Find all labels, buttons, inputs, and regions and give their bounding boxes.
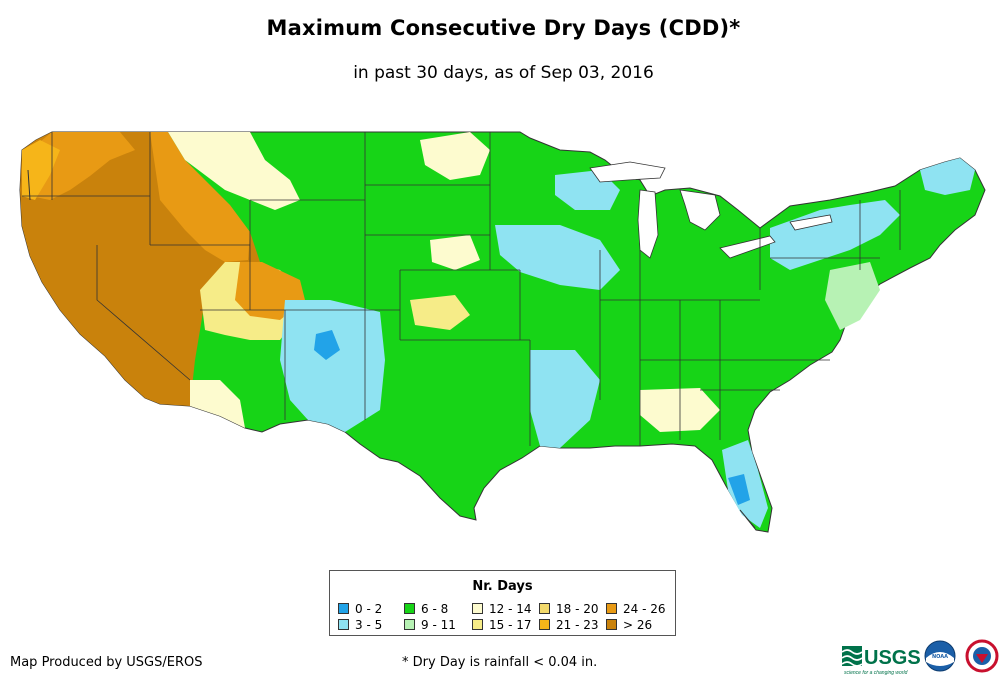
map-subtitle: in past 30 days, as of Sep 03, 2016 xyxy=(353,63,654,83)
legend-title: Nr. Days xyxy=(472,579,533,594)
legend-swatch xyxy=(539,619,550,630)
legend-swatch xyxy=(606,619,617,630)
nm-very-wet xyxy=(314,330,340,360)
coast-yellow-patch xyxy=(22,140,60,200)
legend: Nr. Days 0 - 2 3 - 5 6 - 8 9 - 11 12 - 1… xyxy=(329,570,676,636)
nebraska-light xyxy=(430,235,480,270)
legend-item-24-26: 24 - 26 xyxy=(606,603,666,615)
midwest-wet xyxy=(495,225,620,290)
legend-item-gt-26: > 26 xyxy=(606,619,652,631)
nws-logo xyxy=(965,639,999,673)
state-boundaries xyxy=(22,132,901,446)
legend-swatch xyxy=(404,619,415,630)
new-england-wet xyxy=(920,158,975,195)
legend-item-18-20: 18 - 20 xyxy=(539,603,599,615)
legend-label: 0 - 2 xyxy=(355,602,383,616)
kansas-light xyxy=(410,295,470,330)
svg-text:NOAA: NOAA xyxy=(932,654,948,660)
lower-mississippi-wet xyxy=(530,350,600,448)
legend-label: 24 - 26 xyxy=(623,602,666,616)
dakotas-light xyxy=(420,132,490,180)
cdd-map xyxy=(19,131,986,533)
wyoming-light xyxy=(168,132,300,210)
northeast-wet xyxy=(770,200,900,270)
legend-item-21-23: 21 - 23 xyxy=(539,619,599,631)
legend-label: 6 - 8 xyxy=(421,602,449,616)
legend-swatch xyxy=(472,619,483,630)
az-south-yellow xyxy=(190,380,245,428)
noaa-logo: NOAA xyxy=(924,640,956,672)
florida-very-wet xyxy=(728,474,750,505)
legend-item-6-8: 6 - 8 xyxy=(404,603,448,615)
svg-text:USGS: USGS xyxy=(864,647,921,669)
usgs-logo: USGS science for a changing world xyxy=(842,646,921,676)
legend-item-12-14: 12 - 14 xyxy=(472,603,532,615)
lake-michigan xyxy=(637,189,659,259)
lake-huron xyxy=(679,189,721,231)
dry-day-footnote: * Dry Day is rainfall < 0.04 in. xyxy=(402,655,598,670)
southwest-wet xyxy=(280,300,385,432)
legend-label: 18 - 20 xyxy=(556,602,599,616)
map-title: Maximum Consecutive Dry Days (CDD)* xyxy=(266,16,741,40)
map-credit: Map Produced by USGS/EROS xyxy=(10,655,203,670)
svg-text:science for a changing world: science for a changing world xyxy=(844,670,908,676)
outline-detail xyxy=(27,169,756,529)
agency-logos: USGS science for a changing world NOAA xyxy=(842,639,999,676)
legend-label: 15 - 17 xyxy=(489,618,532,632)
legend-swatch xyxy=(472,603,483,614)
legend-label: 9 - 11 xyxy=(421,618,456,632)
legend-swatch xyxy=(404,603,415,614)
legend-item-3-5: 3 - 5 xyxy=(338,619,382,631)
idaho-orange-patch xyxy=(150,132,250,262)
mid-atlantic-light-green xyxy=(825,262,880,330)
lake-erie xyxy=(719,235,776,259)
legend-label: > 26 xyxy=(623,618,653,632)
legend-label: 21 - 23 xyxy=(556,618,599,632)
lake-ontario xyxy=(789,214,833,231)
legend-label: 12 - 14 xyxy=(489,602,532,616)
legend-swatch xyxy=(539,603,550,614)
legend-swatch xyxy=(338,603,349,614)
legend-swatch xyxy=(338,619,349,630)
lake-superior xyxy=(589,161,666,183)
legend-item-0-2: 0 - 2 xyxy=(338,603,382,615)
legend-item-9-11: 9 - 11 xyxy=(404,619,456,631)
legend-item-15-17: 15 - 17 xyxy=(472,619,532,631)
legend-label: 3 - 5 xyxy=(355,618,383,632)
legend-swatch xyxy=(606,603,617,614)
